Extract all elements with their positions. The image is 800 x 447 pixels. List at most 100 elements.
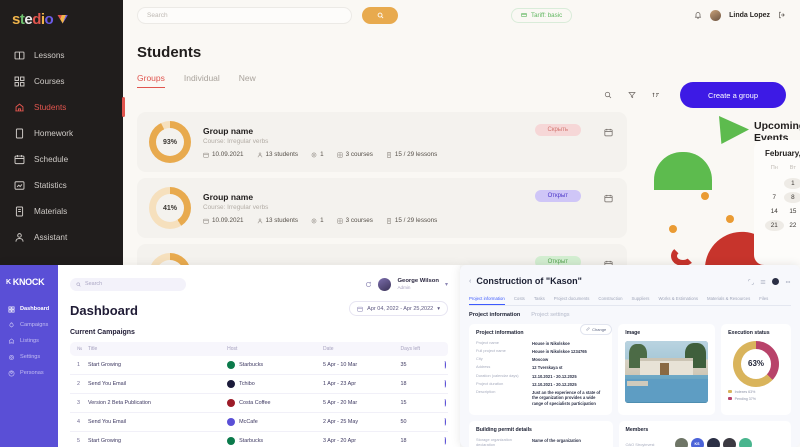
chevron-down-icon[interactable]: ▾ — [437, 305, 440, 312]
status-badge[interactable]: Открыт — [534, 256, 581, 265]
calendar-day[interactable]: 14 — [770, 208, 778, 215]
search-input[interactable]: Search — [137, 6, 352, 24]
calendar-day[interactable]: 8 — [783, 192, 800, 203]
project-info-row: Duration (calendar days) 12.10.2021 - 20.… — [476, 373, 605, 379]
avatar[interactable] — [738, 437, 752, 447]
status-badge[interactable]: Открыт — [534, 190, 581, 202]
search-button[interactable] — [362, 6, 398, 24]
tab-materials-resources[interactable]: Materials & Resources — [707, 296, 751, 301]
change-label: Change — [592, 326, 607, 332]
brand-logo-icon — [227, 399, 236, 407]
expand-icon[interactable] — [748, 272, 754, 290]
sort-icon[interactable] — [652, 86, 660, 104]
person-icon — [257, 218, 262, 223]
tab-new[interactable]: New — [238, 73, 256, 83]
row-calendar-button[interactable] — [604, 124, 613, 142]
dashboard-icon — [8, 306, 15, 312]
tab-project-information[interactable]: Project information — [469, 296, 505, 305]
tab-project-documents[interactable]: Project documents — [553, 296, 590, 301]
bell-icon[interactable] — [694, 6, 702, 24]
more-icon[interactable] — [785, 272, 791, 290]
sidebar-item-personas[interactable]: Personas — [0, 365, 58, 381]
avatar[interactable] — [722, 437, 736, 447]
meta-courses: 3 courses — [337, 151, 373, 158]
legend-item: Indexes 63% — [728, 390, 784, 394]
search-input[interactable]: Search — [70, 277, 186, 291]
sidebar-item-campaigns[interactable]: Campaigns — [0, 317, 58, 333]
tab-files[interactable]: Files — [759, 296, 769, 301]
sidebar-item-lessons[interactable]: Lessons — [0, 42, 123, 68]
tab-groups[interactable]: Groups — [137, 73, 165, 88]
group-row[interactable]: 41% Group name Course: Irregular verbs 1… — [137, 178, 627, 238]
tariff-badge[interactable]: Tariff: basic — [511, 7, 573, 23]
project-photo[interactable] — [625, 340, 709, 403]
meta-students-label: 13 students — [265, 151, 299, 158]
sidebar-item-courses[interactable]: Courses — [0, 68, 123, 94]
sidebar-item-dashboard[interactable]: Dashboard — [0, 301, 60, 317]
table-row[interactable]: 1 Start Growing Starbucks 5 Apr - 10 Mar 35 — [70, 356, 448, 375]
avatar[interactable] — [710, 9, 722, 21]
table-row[interactable]: 5 Start Growing Starbucks 3 Apr - 20 Apr 18 — [70, 431, 448, 447]
group-row[interactable]: 93% Group name Course: Irregular verbs 1… — [137, 112, 627, 172]
calendar-day[interactable]: 7 — [772, 194, 777, 201]
tab-tasks[interactable]: Tasks — [533, 296, 545, 301]
card-title: Project information — [476, 329, 524, 336]
chevron-left-icon[interactable]: ‹ — [469, 277, 472, 285]
create-group-button[interactable]: Create a group — [680, 82, 786, 108]
calendar-day[interactable]: 1 — [783, 178, 800, 189]
search-icon[interactable] — [604, 86, 612, 104]
avatar[interactable] — [772, 277, 779, 285]
book-icon — [14, 50, 25, 61]
logout-icon[interactable] — [778, 6, 786, 24]
sidebar-item-listings[interactable]: Listings — [0, 333, 58, 349]
avatar[interactable] — [674, 437, 688, 447]
change-button[interactable]: Change — [580, 323, 613, 335]
menu-icon[interactable] — [760, 272, 766, 290]
subtab-project-settings[interactable]: Project settings — [531, 311, 570, 318]
calendar-day[interactable]: 21 — [765, 220, 784, 231]
table-row[interactable]: 4 Send You Email McCafe 2 Apr - 25 May 50 — [70, 412, 448, 432]
tab-suppliers[interactable]: Suppliers — [631, 296, 650, 301]
page-title: Construction of "Kason" — [476, 276, 582, 286]
search-icon — [377, 12, 383, 18]
table-row[interactable]: 2 Send You Email Tchibo 1 Apr - 23 Apr 18 — [70, 374, 448, 394]
status-badge[interactable]: Скрыть — [534, 124, 581, 136]
field-value: Name of the organization — [532, 437, 581, 443]
sidebar-item-materials[interactable]: Materials — [0, 198, 123, 224]
sidebar-item-schedule[interactable]: Schedule — [0, 146, 123, 172]
row-calendar-button[interactable] — [604, 190, 613, 208]
sidebar-item-assistant[interactable]: Assistant — [0, 224, 123, 250]
row-calendar-button[interactable] — [604, 256, 613, 265]
tab-individual[interactable]: Individual — [183, 73, 220, 83]
card-title: Building permit details — [476, 426, 532, 433]
knock-main: Search George Wilson Admin ▾ Dashboard C… — [58, 265, 460, 447]
group-row[interactable]: Group name Открыт — [137, 244, 627, 265]
knock-logo[interactable]: K KNOCK — [0, 265, 58, 287]
avatar[interactable]: KS — [690, 437, 704, 447]
col-days-left: Days left — [400, 342, 444, 356]
subtab-project-information[interactable]: Project information — [469, 311, 521, 318]
sidebar-item-settings[interactable]: Settings — [0, 349, 58, 365]
knock-user-block: George Wilson Admin — [397, 278, 439, 290]
avatar[interactable] — [378, 277, 392, 291]
sidebar-item-label: Dashboard — [20, 306, 50, 312]
calendar-day[interactable]: 15 — [789, 208, 797, 215]
sidebar-item-label: Personas — [20, 370, 44, 376]
meta-students: 13 students — [257, 151, 299, 158]
avatar[interactable] — [706, 437, 720, 447]
refresh-icon[interactable] — [365, 275, 372, 293]
calendar-day[interactable]: 22 — [789, 222, 797, 229]
date-range-picker[interactable]: Apr 04, 2022 - Apr 25,2022 ▾ — [349, 301, 448, 316]
tab-costs[interactable]: Costs — [513, 296, 525, 301]
chevron-down-icon[interactable]: ▾ — [444, 281, 448, 288]
filter-icon[interactable] — [628, 86, 636, 104]
tab-construction[interactable]: Construction — [598, 296, 623, 301]
sidebar-item-homework[interactable]: Homework — [0, 120, 123, 146]
cell-host: Starbucks — [227, 356, 324, 375]
table-row[interactable]: 3 Version 2 Beta Publication Costa Coffee 5… — [70, 393, 448, 413]
sidebar-item-statistics[interactable]: Statistics — [0, 172, 123, 198]
sidebar-item-students[interactable]: Students — [0, 94, 125, 120]
stedio-logo[interactable]: stedio — [0, 0, 123, 30]
stedio-topbar: Search Tariff: basic Linda Lopez — [123, 0, 800, 30]
tab-works-estimations[interactable]: Works & Estimations — [658, 296, 698, 301]
